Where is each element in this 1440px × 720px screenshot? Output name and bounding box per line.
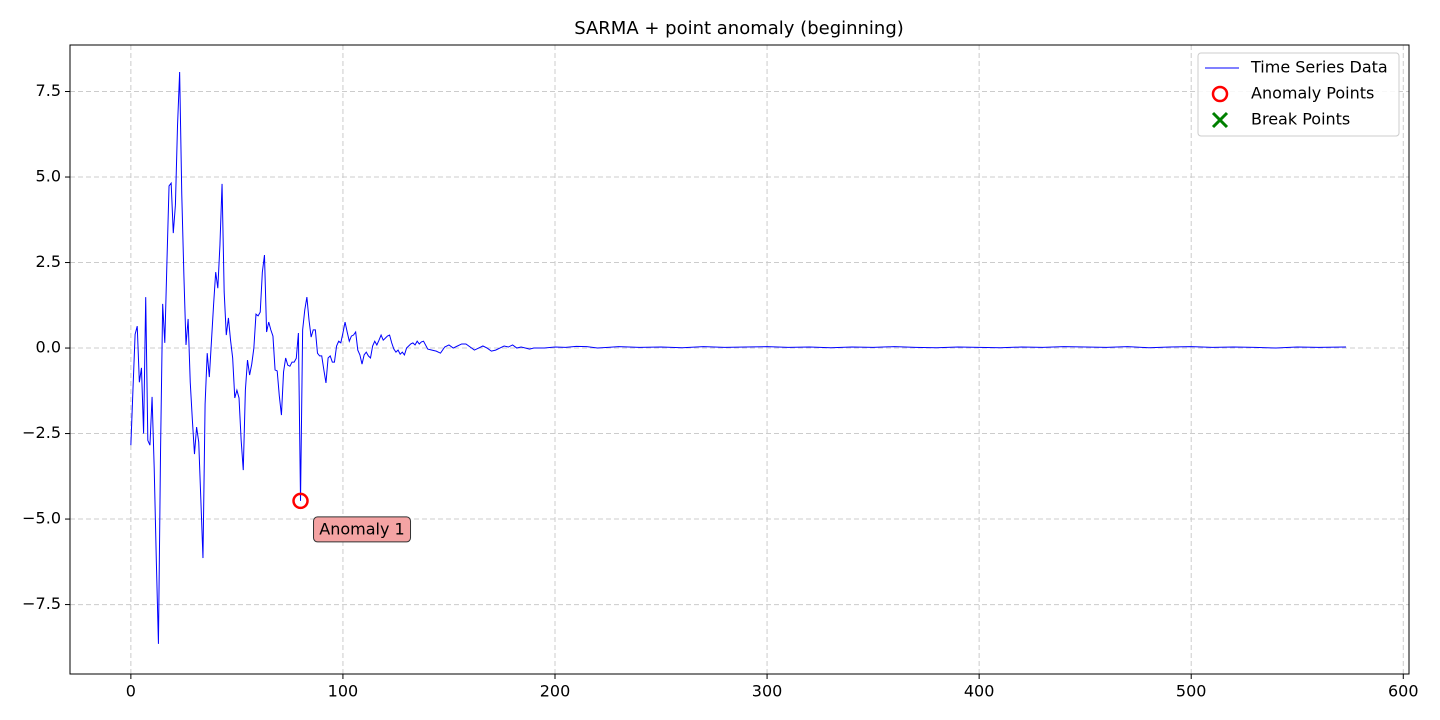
x-tick-label: 400 bbox=[964, 682, 995, 701]
legend-label: Anomaly Points bbox=[1251, 84, 1374, 103]
y-tick-label: 0.0 bbox=[36, 338, 61, 357]
plot-frame bbox=[69, 44, 1410, 675]
data-line bbox=[130, 72, 1347, 644]
x-tick-label: 300 bbox=[752, 682, 783, 701]
y-tick-label: 7.5 bbox=[36, 81, 61, 100]
x-tick-label: 500 bbox=[1176, 682, 1207, 701]
legend-label: Break Points bbox=[1251, 110, 1350, 129]
x-tick-label: 0 bbox=[126, 682, 136, 701]
y-tick-label: 5.0 bbox=[36, 167, 61, 186]
x-tick-label: 100 bbox=[328, 682, 359, 701]
x-tick-label: 600 bbox=[1388, 682, 1419, 701]
legend-label: Time Series Data bbox=[1250, 58, 1388, 77]
y-tick-label: 2.5 bbox=[36, 252, 61, 271]
legend-marker bbox=[1211, 111, 1229, 129]
legend-marker bbox=[1211, 85, 1229, 103]
y-tick-label: −2.5 bbox=[22, 423, 61, 442]
x-tick-label: 200 bbox=[540, 682, 571, 701]
legend-box bbox=[1197, 52, 1400, 137]
anomaly-point bbox=[292, 492, 309, 510]
y-tick-label: −7.5 bbox=[22, 594, 61, 613]
y-tick-label: −5.0 bbox=[22, 509, 61, 528]
annotation-box bbox=[313, 516, 412, 543]
chart-title: SARMA + point anomaly (beginning) bbox=[574, 18, 904, 39]
annotation-text: Anomaly 1 bbox=[319, 519, 404, 538]
